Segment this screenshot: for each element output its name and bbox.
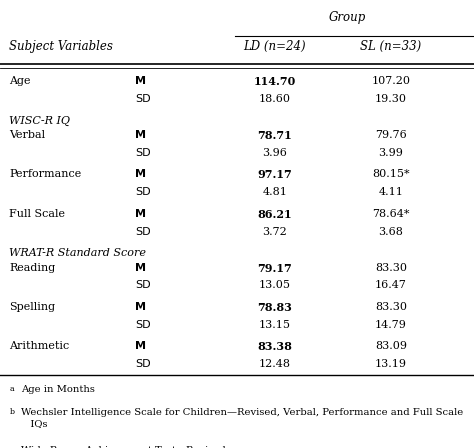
Text: 18.60: 18.60 — [259, 94, 291, 104]
Text: SL (n=33): SL (n=33) — [360, 40, 422, 53]
Text: M: M — [135, 76, 146, 86]
Text: a: a — [9, 385, 14, 393]
Text: Full Scale: Full Scale — [9, 209, 65, 219]
Text: Verbal: Verbal — [9, 130, 46, 140]
Text: 78.64*: 78.64* — [372, 209, 410, 219]
Text: M: M — [135, 209, 146, 219]
Text: 97.17: 97.17 — [257, 169, 292, 181]
Text: M: M — [135, 341, 146, 351]
Text: b: b — [9, 408, 15, 416]
Text: WISC-R IQ: WISC-R IQ — [9, 116, 71, 126]
Text: 114.70: 114.70 — [254, 76, 296, 87]
Text: SD: SD — [135, 187, 151, 197]
Text: Arithmetic: Arithmetic — [9, 341, 70, 351]
Text: 79.76: 79.76 — [375, 130, 407, 140]
Text: 80.15*: 80.15* — [372, 169, 410, 179]
Text: 12.48: 12.48 — [259, 359, 291, 369]
Text: Spelling: Spelling — [9, 302, 55, 312]
Text: 78.83: 78.83 — [257, 302, 292, 313]
Text: M: M — [135, 263, 146, 272]
Text: Reading: Reading — [9, 263, 56, 272]
Text: 83.09: 83.09 — [375, 341, 407, 351]
Text: SD: SD — [135, 280, 151, 290]
Text: Performance: Performance — [9, 169, 82, 179]
Text: Age: Age — [9, 76, 31, 86]
Text: M: M — [135, 130, 146, 140]
Text: 107.20: 107.20 — [372, 76, 410, 86]
Text: WRAT-R Standard Score: WRAT-R Standard Score — [9, 248, 146, 258]
Text: 19.30: 19.30 — [375, 94, 407, 104]
Text: SD: SD — [135, 227, 151, 237]
Text: 78.71: 78.71 — [257, 130, 292, 141]
Text: 3.72: 3.72 — [263, 227, 287, 237]
Text: SD: SD — [135, 148, 151, 158]
Text: c: c — [9, 446, 14, 448]
Text: 13.15: 13.15 — [259, 320, 291, 330]
Text: 16.47: 16.47 — [375, 280, 407, 290]
Text: 83.30: 83.30 — [375, 263, 407, 272]
Text: 3.99: 3.99 — [379, 148, 403, 158]
Text: M: M — [135, 169, 146, 179]
Text: Wechsler Intelligence Scale for Children—Revised, Verbal, Performance and Full S: Wechsler Intelligence Scale for Children… — [21, 408, 464, 428]
Text: 13.19: 13.19 — [375, 359, 407, 369]
Text: 79.17: 79.17 — [257, 263, 292, 274]
Text: 83.38: 83.38 — [257, 341, 292, 353]
Text: 4.81: 4.81 — [263, 187, 287, 197]
Text: Wide Range Achievement Test—Revised: Wide Range Achievement Test—Revised — [21, 446, 226, 448]
Text: SD: SD — [135, 359, 151, 369]
Text: 4.11: 4.11 — [379, 187, 403, 197]
Text: 83.30: 83.30 — [375, 302, 407, 312]
Text: M: M — [135, 302, 146, 312]
Text: Group: Group — [328, 11, 366, 24]
Text: SD: SD — [135, 94, 151, 104]
Text: LD (n=24): LD (n=24) — [244, 40, 306, 53]
Text: 13.05: 13.05 — [259, 280, 291, 290]
Text: 3.68: 3.68 — [379, 227, 403, 237]
Text: SD: SD — [135, 320, 151, 330]
Text: Subject Variables: Subject Variables — [9, 40, 113, 53]
Text: 86.21: 86.21 — [257, 209, 292, 220]
Text: 3.96: 3.96 — [263, 148, 287, 158]
Text: 14.79: 14.79 — [375, 320, 407, 330]
Text: Age in Months: Age in Months — [21, 385, 95, 394]
